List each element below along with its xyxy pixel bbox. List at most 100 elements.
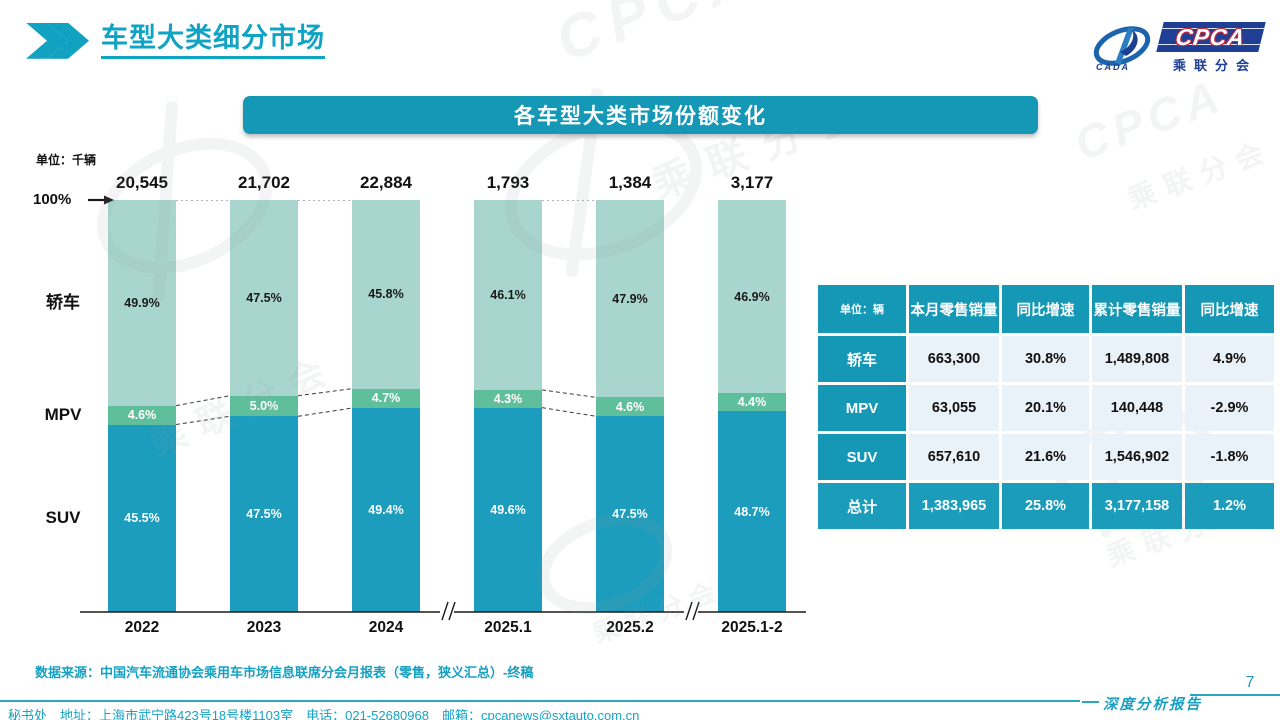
- bar-segment-value: 49.4%: [368, 503, 404, 518]
- series-label-SUV: SUV: [45, 508, 81, 528]
- table-data-cell: 1,383,965: [909, 483, 999, 529]
- table-row-header: 轿车: [818, 336, 906, 382]
- bar-segment-value: 5.0%: [249, 398, 279, 413]
- bar-segment-value: 49.6%: [490, 502, 526, 517]
- chart-line: [441, 601, 449, 621]
- table-data-cell: 4.9%: [1185, 336, 1274, 382]
- table-header-cell: 同比增速: [1002, 285, 1089, 333]
- bar-total-label: 1,384: [608, 173, 652, 192]
- x-axis-label: 2025.1-2: [721, 619, 783, 636]
- unit-note: 单位：千辆: [36, 153, 97, 167]
- chart-line: [175, 415, 231, 426]
- arrow-icon: [104, 195, 114, 205]
- sales-table: 单位：辆 本月零售销量 同比增速 累计零售销量 同比增速 轿车 663,300 30.8% 1,…: [818, 285, 1274, 529]
- table-data-cell: 1.2%: [1185, 483, 1274, 529]
- bar-segment-value: 47.5%: [612, 507, 648, 522]
- chart-line: [541, 389, 597, 398]
- y-axis-100-label: 100%: [33, 191, 72, 208]
- bar-segment-SUV: 47.5%: [596, 416, 664, 612]
- chart-line: [297, 388, 353, 397]
- cpca-wordmark: CPCA 乘联分会: [1156, 22, 1266, 74]
- chart-line: [175, 395, 231, 407]
- bar-segment-value: 45.5%: [124, 511, 160, 526]
- bar-segment-SUV: 45.5%: [108, 424, 176, 612]
- table-data-cell: 657,610: [909, 434, 999, 480]
- bar-segment-value: 48.7%: [734, 504, 770, 519]
- table-data-cell: 140,448: [1092, 385, 1182, 431]
- table-row-header: 总计: [818, 483, 906, 529]
- table-data-cell: 25.8%: [1002, 483, 1089, 529]
- table-header-cell: 本月零售销量: [909, 285, 999, 333]
- bar-total-label: 22,884: [360, 173, 412, 192]
- table-header-cell: 单位：辆: [818, 285, 906, 333]
- bar-segment-value: 4.6%: [615, 399, 645, 414]
- bar-segment-value: 4.6%: [127, 408, 157, 423]
- double-chevron-icon: [26, 22, 89, 59]
- bar-segment-SUV: 49.6%: [474, 407, 542, 612]
- cpca-subtitle: 乘联分会: [1172, 58, 1257, 73]
- x-axis-label: 2023: [246, 619, 282, 636]
- table-data-cell: 63,055: [909, 385, 999, 431]
- cpca-logo: CADA CPCA 乘联分会: [1090, 22, 1266, 74]
- table-data-cell: -1.8%: [1185, 434, 1274, 480]
- bar-segment-MPV: 4.6%: [596, 397, 664, 417]
- table-data-cell: 20.1%: [1002, 385, 1089, 431]
- x-axis-label: 2025.1: [484, 619, 532, 636]
- bar-segment-MPV: 4.6%: [108, 405, 176, 425]
- page-title-row: 车型大类细分市场: [26, 22, 325, 60]
- bar-total-label: 1,793: [486, 173, 530, 192]
- table-row-header: SUV: [818, 434, 906, 480]
- bar-segment-MPV: 5.0%: [230, 395, 298, 417]
- bar-segment-value: 4.3%: [493, 391, 523, 406]
- bar-segment-value: 49.9%: [124, 295, 160, 310]
- cpca-box: CPCA: [1156, 22, 1266, 52]
- page-number-line: [1190, 694, 1280, 696]
- bar-segment-SUV: 47.5%: [230, 416, 298, 612]
- chart-line: [685, 601, 693, 621]
- table-data-cell: -2.9%: [1185, 385, 1274, 431]
- bar-segment-轿车: 47.9%: [596, 200, 664, 398]
- footer-contact-text: 秘书处 地址：上海市武宁路423号18号楼1103室 电话：021-526809…: [8, 708, 640, 720]
- bar-segment-value: 46.1%: [490, 287, 526, 302]
- x-axis-label: 2025.2: [606, 619, 654, 636]
- page-title: 车型大类细分市场: [101, 22, 325, 60]
- table-header-cell: 累计零售销量: [1092, 285, 1182, 333]
- x-axis-label: 2022: [124, 619, 160, 636]
- cada-ellipse-icon: [1093, 26, 1151, 66]
- cpca-label: CPCA: [1174, 23, 1248, 50]
- bar-segment-value: 4.7%: [371, 391, 401, 406]
- chart-line: [448, 601, 456, 621]
- cada-emblem-icon: CADA: [1090, 22, 1156, 72]
- bar-total-label: 3,177: [730, 173, 774, 192]
- table-row-header: MPV: [818, 385, 906, 431]
- bar-segment-value: 47.5%: [246, 507, 282, 522]
- bar-segment-value: 46.9%: [734, 289, 770, 304]
- bar-segment-轿车: 49.9%: [108, 200, 176, 406]
- bar-segment-value: 45.8%: [368, 287, 404, 302]
- table-data-cell: 1,489,808: [1092, 336, 1182, 382]
- bar-segment-MPV: 4.7%: [352, 388, 420, 409]
- bar-segment-MPV: 4.3%: [474, 389, 542, 408]
- bar-segment-value: 47.5%: [246, 290, 282, 305]
- report-type-label: 深度分析报告: [1103, 697, 1202, 713]
- table-data-cell: 3,177,158: [1092, 483, 1182, 529]
- table-data-cell: 21.6%: [1002, 434, 1089, 480]
- cada-label: CADA: [1096, 62, 1130, 72]
- page-number: 7: [1245, 674, 1255, 691]
- bar-segment-value: 47.9%: [612, 291, 648, 306]
- series-label-轿车: 轿车: [46, 292, 80, 312]
- chart-line: [297, 407, 353, 417]
- data-source-note: 数据来源：中国汽车流通协会乘用车市场信息联席分会月报表（零售，狭义汇总）-终稿: [35, 665, 534, 680]
- bar-total-label: 20,545: [116, 173, 168, 192]
- bar-segment-轿车: 45.8%: [352, 200, 420, 389]
- chart-title-banner: 各车型大类市场份额变化: [243, 96, 1038, 134]
- table-data-cell: 663,300: [909, 336, 999, 382]
- report-label-dash: [1082, 701, 1099, 703]
- series-label-MPV: MPV: [44, 405, 82, 425]
- footer-divider: [0, 700, 1080, 702]
- bar-segment-轿车: 46.1%: [474, 200, 542, 390]
- bar-segment-SUV: 49.4%: [352, 408, 420, 612]
- bar-segment-value: 4.4%: [737, 395, 767, 410]
